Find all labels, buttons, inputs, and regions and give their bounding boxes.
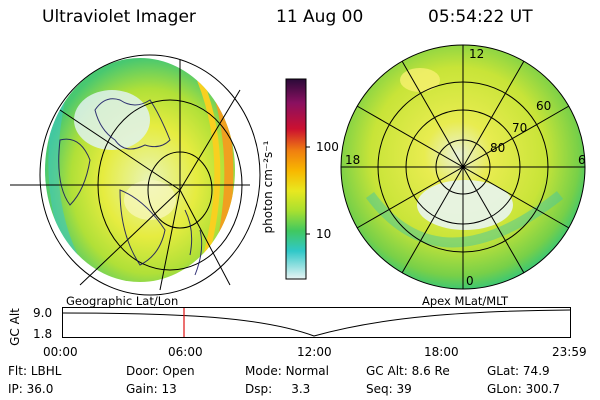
colorbar-unit-label: photon cm⁻²s⁻¹	[261, 140, 275, 234]
status-door: Door: Open	[126, 364, 195, 378]
colorbar-tick-100: 100	[316, 140, 339, 154]
status-seq: Seq: 39	[366, 382, 412, 396]
status-glon: GLon: 300.7	[487, 382, 560, 396]
colorbar	[285, 78, 310, 280]
instrument-title: Ultraviolet Imager	[42, 7, 196, 27]
altitude-timeline	[61, 307, 571, 338]
mlt-label-0: 0	[466, 274, 474, 288]
geographic-caption: Geographic Lat/Lon	[66, 294, 179, 308]
timeline-xtick-2359: 23:59	[552, 345, 587, 359]
timeline-xtick-0600: 06:00	[168, 345, 203, 359]
status-ip: IP: 36.0	[8, 382, 54, 396]
mlat-label-60: 60	[536, 99, 551, 113]
mlat-label-70: 70	[512, 121, 527, 135]
mlt-label-12: 12	[469, 47, 484, 61]
status-filter: Flt: LBHL	[8, 364, 62, 378]
mlt-label-18: 18	[345, 153, 360, 167]
mlt-label-6: 6	[578, 153, 586, 167]
status-dsp: Dsp: 3.3	[245, 382, 311, 396]
timeline-xtick-0000: 00:00	[43, 345, 78, 359]
status-gc-alt: GC Alt: 8.6 Re	[366, 364, 450, 378]
colorbar-tick-10: 10	[316, 227, 332, 241]
magnetic-polar-plot: 12 18 6 0 60 70 80	[340, 44, 586, 290]
timeline-xtick-1800: 18:00	[424, 345, 459, 359]
timeline-ytick-9: 9.0	[33, 306, 53, 320]
timeline-ytick-1-8: 1.8	[33, 327, 53, 341]
status-glat: GLat: 74.9	[487, 364, 550, 378]
geographic-image	[10, 54, 261, 296]
mlat-label-80: 80	[490, 141, 505, 155]
date-label: 11 Aug 00	[276, 7, 364, 27]
status-gain: Gain: 13	[126, 382, 177, 396]
timeline-axis-title: GC Alt	[7, 308, 22, 346]
apex-caption: Apex MLat/MLT	[422, 294, 509, 308]
status-mode: Mode: Normal	[245, 364, 329, 378]
timeline-xtick-1200: 12:00	[297, 345, 332, 359]
time-label: 05:54:22 UT	[428, 7, 533, 27]
